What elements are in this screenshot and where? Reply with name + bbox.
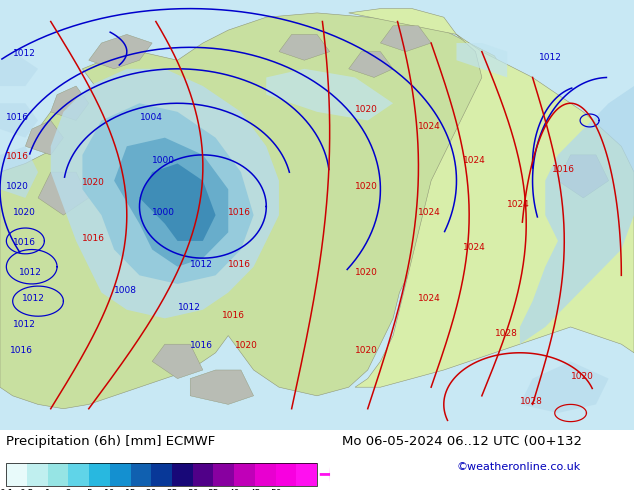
Bar	[6, 463, 317, 487]
Polygon shape	[0, 13, 520, 409]
Text: 1024: 1024	[418, 208, 441, 217]
Text: 1024: 1024	[418, 122, 441, 131]
Text: 1020: 1020	[13, 208, 36, 217]
Polygon shape	[190, 370, 254, 404]
Text: 1016: 1016	[222, 311, 245, 320]
Polygon shape	[266, 69, 393, 121]
Text: ©weatheronline.co.uk: ©weatheronline.co.uk	[456, 462, 581, 472]
Bar	[255, 463, 276, 487]
Text: 1020: 1020	[82, 178, 105, 187]
Polygon shape	[51, 69, 279, 318]
Polygon shape	[0, 51, 38, 86]
Text: 1000: 1000	[152, 208, 175, 217]
Text: 1024: 1024	[463, 156, 486, 166]
Text: 1012: 1012	[178, 303, 200, 312]
Text: 1016: 1016	[228, 260, 251, 269]
Text: 1012: 1012	[190, 260, 213, 269]
Bar	[234, 463, 255, 487]
Text: Mo 06-05-2024 06..12 UTC (00+132: Mo 06-05-2024 06..12 UTC (00+132	[342, 435, 583, 448]
Bar	[214, 463, 234, 487]
Text: 1024: 1024	[507, 199, 530, 209]
Polygon shape	[456, 43, 507, 77]
Text: 1020: 1020	[355, 269, 378, 277]
Polygon shape	[25, 121, 63, 155]
Bar	[110, 463, 131, 487]
Text: 1012: 1012	[22, 294, 45, 303]
Bar	[89, 463, 110, 487]
Bar	[172, 463, 193, 487]
Text: 1028: 1028	[520, 397, 543, 406]
Text: 1012: 1012	[19, 269, 42, 277]
Bar	[48, 463, 68, 487]
Polygon shape	[0, 103, 38, 138]
Polygon shape	[349, 51, 393, 77]
Text: 1012: 1012	[13, 320, 36, 329]
Polygon shape	[0, 147, 38, 198]
Text: 1016: 1016	[552, 165, 574, 174]
Polygon shape	[51, 86, 89, 121]
Text: 1012: 1012	[539, 53, 562, 62]
Bar	[152, 463, 172, 487]
Bar	[27, 463, 48, 487]
Text: 1008: 1008	[114, 286, 137, 294]
Text: 1016: 1016	[13, 238, 36, 247]
Text: 1020: 1020	[571, 371, 593, 381]
Bar	[193, 463, 214, 487]
Text: 1024: 1024	[463, 243, 486, 251]
Polygon shape	[558, 155, 609, 198]
Text: 1016: 1016	[82, 234, 105, 243]
Text: Precipitation (6h) [mm] ECMWF: Precipitation (6h) [mm] ECMWF	[6, 435, 216, 448]
Text: 1024: 1024	[418, 294, 441, 303]
Text: 1016: 1016	[190, 342, 213, 350]
Polygon shape	[89, 34, 152, 69]
Text: 1020: 1020	[235, 342, 257, 350]
Text: 1016: 1016	[228, 208, 251, 217]
Bar	[296, 463, 317, 487]
Text: 1016: 1016	[6, 152, 29, 161]
Bar	[131, 463, 152, 487]
Text: 1028: 1028	[495, 329, 517, 338]
Polygon shape	[520, 86, 634, 344]
Text: 1000: 1000	[152, 156, 175, 166]
Text: 1020: 1020	[6, 182, 29, 191]
Text: 1016: 1016	[6, 114, 29, 122]
Text: 1020: 1020	[355, 105, 378, 114]
Polygon shape	[38, 172, 89, 215]
Text: 1016: 1016	[10, 346, 32, 355]
Text: 1012: 1012	[13, 49, 36, 58]
Bar	[68, 463, 89, 487]
Text: 1004: 1004	[139, 114, 162, 122]
Bar	[6, 463, 27, 487]
Polygon shape	[279, 34, 330, 60]
Text: 1020: 1020	[355, 346, 378, 355]
Polygon shape	[82, 103, 254, 284]
Polygon shape	[349, 9, 634, 387]
Bar	[276, 463, 296, 487]
Polygon shape	[114, 138, 228, 267]
Polygon shape	[380, 26, 431, 51]
Polygon shape	[139, 164, 216, 241]
Polygon shape	[520, 362, 609, 413]
Polygon shape	[152, 344, 203, 379]
Text: 1020: 1020	[355, 182, 378, 191]
